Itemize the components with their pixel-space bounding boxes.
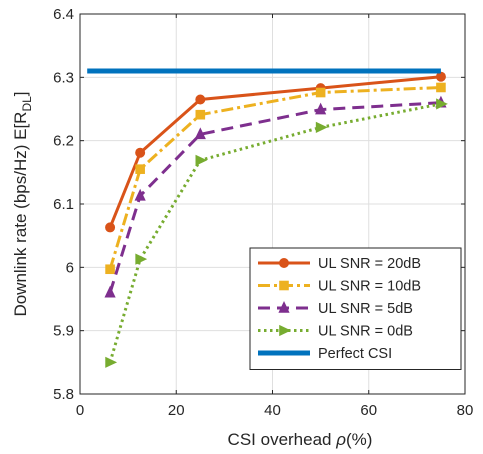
- data-point: [104, 285, 116, 298]
- series-3: [105, 98, 448, 368]
- series-lines: [87, 68, 448, 368]
- x-axis-label-rho: ρ: [335, 430, 346, 449]
- series-line: [108, 101, 441, 294]
- legend-marker: [279, 324, 291, 337]
- data-point: [105, 222, 116, 233]
- legend-label: UL SNR = 5dB: [318, 301, 413, 317]
- data-point: [435, 71, 446, 82]
- x-tick-label: 40: [264, 402, 281, 419]
- y-tick-label: 6.3: [53, 69, 74, 86]
- y-axis-label-subscript: DL: [20, 96, 34, 112]
- series-1: [105, 82, 446, 275]
- data-point: [195, 154, 208, 166]
- x-tick-label: 20: [168, 402, 185, 419]
- legend-entry: UL SNR = 10dB: [258, 279, 421, 295]
- legend-entry: UL SNR = 20dB: [258, 256, 421, 272]
- series-2: [104, 95, 447, 298]
- data-point: [315, 87, 326, 98]
- y-tick-label: 5.9: [53, 323, 74, 340]
- data-point: [105, 264, 115, 275]
- y-axis-label: Downlink rate (bps/Hz) E[RDL]: [11, 91, 34, 316]
- legend-entry: UL SNR = 0dB: [258, 324, 413, 340]
- data-point: [195, 109, 206, 120]
- y-tick-label: 6: [66, 259, 74, 276]
- series-line: [108, 86, 441, 270]
- legend: UL SNR = 20dB UL SNR = 10dB UL SNR = 5dB UL…: [249, 247, 462, 370]
- legend-marker: [278, 301, 290, 313]
- y-tick-label: 6.4: [53, 6, 74, 23]
- data-point: [315, 121, 328, 133]
- data-point: [436, 82, 446, 93]
- legend-label: Perfect CSI: [318, 346, 392, 362]
- legend-entry: Perfect CSI: [258, 346, 392, 362]
- y-tick-label: 6.2: [53, 133, 74, 150]
- legend-marker: [279, 258, 289, 268]
- legend-marker: [279, 280, 289, 291]
- y-axis-label-bracket: ]: [11, 91, 30, 96]
- data-point: [194, 127, 206, 140]
- x-tick-label: 0: [76, 402, 84, 419]
- legend-entry: UL SNR = 5dB: [258, 301, 413, 317]
- axis-ticks: 0 20 40 60 80 5.8 5.9 6 6.1 6.2 6.3 6.4: [53, 6, 473, 419]
- data-point: [135, 164, 145, 174]
- data-point: [105, 356, 118, 368]
- data-point: [135, 147, 146, 158]
- series-0: [105, 71, 446, 233]
- legend-label: UL SNR = 10dB: [318, 279, 421, 295]
- data-point: [315, 102, 327, 115]
- x-tick-label: 60: [360, 402, 377, 419]
- data-point: [436, 98, 448, 110]
- data-point: [135, 253, 148, 265]
- data-point: [134, 188, 146, 201]
- y-tick-label: 6.1: [53, 196, 74, 213]
- y-tick-label: 5.8: [53, 386, 74, 403]
- data-point: [195, 94, 206, 105]
- legend-label: UL SNR = 20dB: [318, 256, 421, 272]
- legend-label: UL SNR = 0dB: [318, 324, 413, 340]
- x-tick-label: 80: [457, 402, 474, 419]
- x-axis-label: CSI overhead ρ(%): [228, 430, 373, 449]
